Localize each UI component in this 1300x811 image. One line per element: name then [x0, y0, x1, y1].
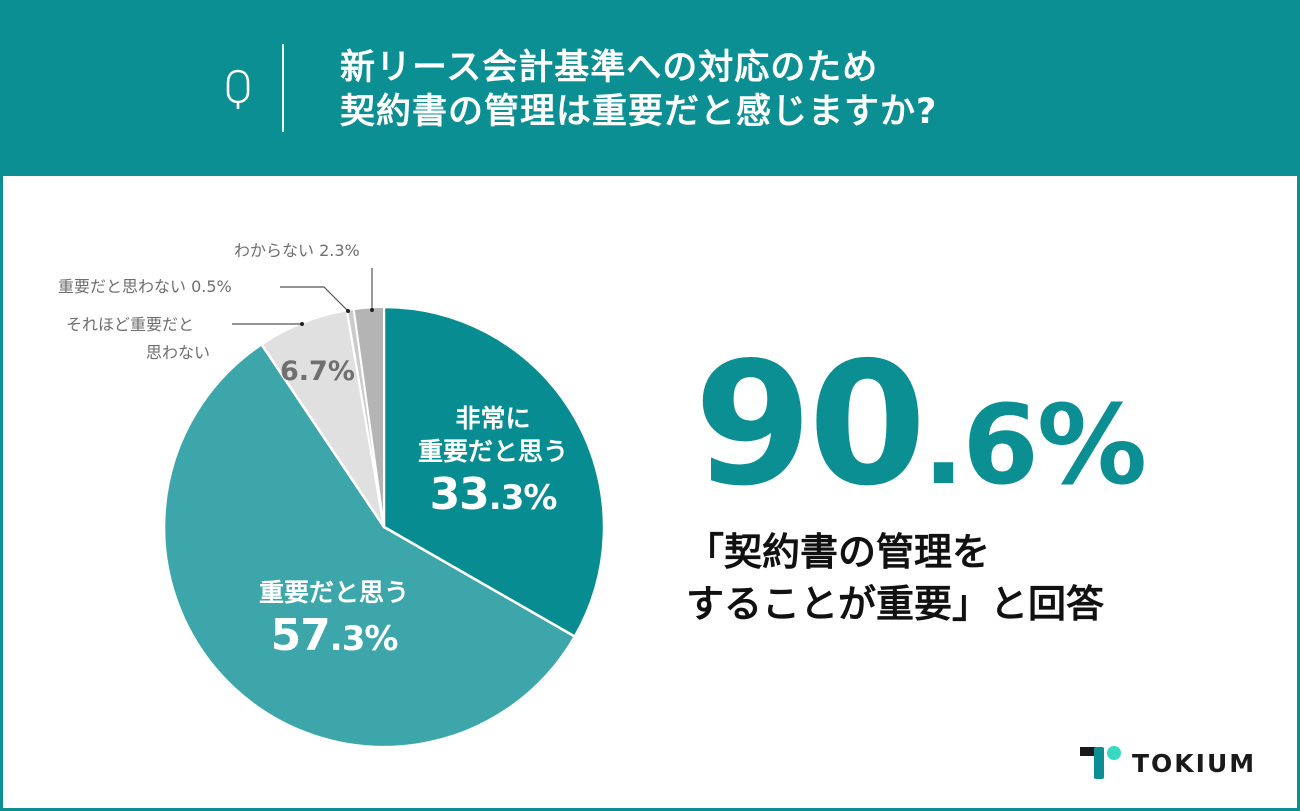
label-very-important-line1: 非常に: [455, 404, 531, 433]
label-very-important-pct: 33.3%: [429, 469, 558, 520]
tokium-logo-icon: [1080, 746, 1121, 779]
slice-important: [162, 342, 577, 749]
leader-dots: [300, 308, 374, 326]
leader-not-important: [280, 286, 349, 312]
summary-percentage: 90.6%: [694, 326, 1147, 524]
label-important-pct: 57.3%: [270, 610, 399, 661]
slice-very-important: [382, 305, 606, 639]
label-not-so-important-line2: 思わない: [146, 343, 211, 362]
summary-caption: 「契約書の管理を することが重要」と回答: [686, 526, 1104, 630]
label-important: 重要だと思う 57.3%: [244, 576, 424, 666]
label-unknown: わからない 2.3%: [234, 241, 360, 260]
label-not-important: 重要だと思わない 0.5%: [58, 277, 232, 296]
header-divider: [282, 44, 284, 132]
label-important-cat: 重要だと思う: [258, 578, 409, 607]
slice-unknown: [352, 305, 385, 528]
caption-line-2-rest: と回答: [990, 582, 1105, 626]
caption-line-1: 「契約書の管理を: [686, 530, 991, 574]
label-not-so-important-line1: それほど重要だと: [66, 315, 195, 334]
tokium-logo-text: TOKIUM: [1132, 748, 1257, 778]
label-not-so-important-pct: 6.7%: [280, 356, 355, 387]
label-very-important: 非常に 重要だと思う 33.3%: [410, 402, 576, 525]
leader-lines: [232, 268, 373, 325]
q-icon: [226, 69, 250, 109]
page-title: 新リース会計基準への対応のため 契約書の管理は重要だと感じますか?: [340, 46, 937, 134]
title-line-2: 契約書の管理は重要だと感じますか?: [340, 92, 938, 132]
caption-line-2-highlight: することが重要」: [686, 582, 991, 626]
label-very-important-line2: 重要だと思う: [417, 437, 568, 466]
question-header: 新リース会計基準への対応のため 契約書の管理は重要だと感じますか?: [0, 0, 1300, 176]
title-line-1: 新リース会計基準への対応のため: [340, 48, 879, 88]
tokium-logo: TOKIUM: [1080, 745, 1256, 781]
